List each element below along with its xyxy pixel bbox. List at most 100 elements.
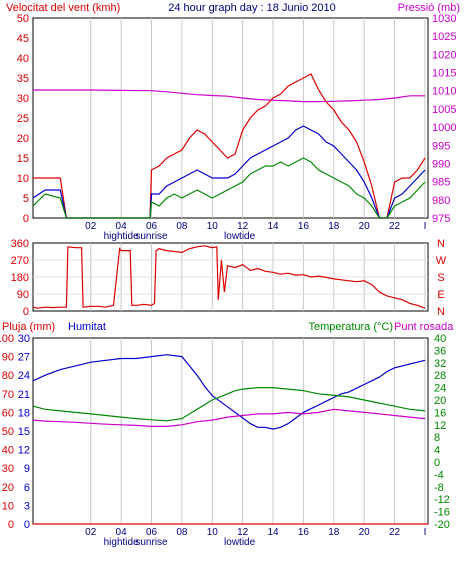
wind-speed-axis-label: Velocitat del vent (kmh) [6,2,120,14]
wind-tick-5: 25 [17,113,29,125]
wind-x-tick-7: 16 [298,221,310,232]
rain-tick-10: 100 [0,333,14,345]
humidity-tick-8: 24 [18,370,30,382]
temperature-chart-series-1 [32,354,426,430]
wind-tick-6: 30 [17,93,29,105]
temperature-tick-9: 16 [434,407,446,419]
rain-tick-6: 60 [2,407,14,419]
pressure-tick-5: 1000 [432,122,456,134]
wind-tick-2: 10 [17,173,29,185]
wind-x-tick-6: 14 [267,221,279,232]
temperature-x-tick-0: 02 [85,527,97,538]
direction-letter-2: S [437,272,444,284]
rain-tick-1: 10 [2,500,14,512]
temperature-x-tick-11: I [424,527,427,538]
direction-tick-0: 0 [23,306,29,318]
pressure-tick-1: 980 [432,195,450,207]
wind-x-tick-5: 12 [237,221,249,232]
temperature-x-tick-5: 12 [237,527,249,538]
temperature-tick-4: -4 [434,469,444,481]
temperature-x-tick-annotation-2: lowtide [224,537,256,548]
wind-x-tick-3: 08 [176,221,188,232]
temperature-chart-series-2 [32,387,426,422]
rain-tick-4: 40 [2,445,14,457]
humidity-tick-1: 3 [24,500,30,512]
temperature-tick-2: -12 [434,494,450,506]
temperature-x-tick-7: 16 [298,527,310,538]
temperature-x-tick-6: 14 [267,527,279,538]
rain-tick-7: 70 [2,389,14,401]
wind-tick-3: 15 [17,153,29,165]
wind-x-tick-10: 22 [389,221,401,232]
pressure-tick-4: 995 [432,140,450,152]
direction-tick-1: 90 [17,289,29,301]
temperature-tick-3: -8 [434,482,444,494]
temperature-axis-label: Temperatura (°C) [309,321,393,333]
temperature-tick-7: 8 [434,432,440,444]
wind-tick-4: 20 [17,133,29,145]
direction-chart-series-0 [32,245,426,309]
direction-letter-3: E [437,289,444,301]
temperature-x-tick-10: 22 [389,527,401,538]
wind-x-tick-9: 20 [359,221,371,232]
humidity-tick-2: 6 [24,482,30,494]
temperature-tick-1: -16 [434,507,450,519]
direction-tick-2: 180 [11,272,29,284]
pressure-tick-11: 1030 [432,13,456,25]
direction-tick-3: 270 [11,255,29,267]
humidity-tick-0: 0 [24,519,30,531]
pressure-tick-9: 1020 [432,49,456,61]
temperature-tick-15: 40 [434,333,446,345]
pressure-tick-2: 985 [432,177,450,189]
rain-tick-5: 50 [2,426,14,438]
temperature-x-tick-annotation-0: hightide [104,537,139,548]
pressure-axis-label: Pressió (mb) [398,2,460,14]
wind-chart-series-0 [33,89,425,103]
rain-tick-2: 20 [2,482,14,494]
direction-letter-1: W [436,255,447,267]
temperature-x-tick-annotation-1: sunrise [135,537,168,548]
pressure-tick-10: 1025 [432,31,456,43]
wind-x-tick-annotation-1: sunrise [135,231,168,242]
chart-title: 24 hour graph day : 18 Junio 2010 [168,2,336,14]
temperature-x-tick-3: 08 [176,527,188,538]
direction-tick-4: 360 [11,238,29,250]
wind-x-tick-annotation-0: hightide [104,231,139,242]
humidity-tick-3: 9 [24,463,30,475]
wind-tick-0: 0 [23,213,29,225]
humidity-tick-10: 30 [18,333,30,345]
wind-x-tick-8: 18 [328,221,340,232]
temperature-tick-0: -20 [434,519,450,531]
wind-tick-9: 45 [17,33,29,45]
wind-x-tick-11: I [424,221,427,232]
rain-tick-0: 0 [8,519,14,531]
dewpoint-axis-label: Punt rosada [394,321,454,333]
temperature-tick-10: 20 [434,395,446,407]
wind-chart-frame [32,17,429,219]
wind-tick-10: 50 [17,13,29,25]
humidity-tick-6: 18 [18,407,30,419]
humidity-tick-4: 12 [18,445,30,457]
pressure-tick-0: 975 [432,213,450,225]
pressure-tick-8: 1015 [432,68,456,80]
wind-x-tick-1: 04 [116,221,128,232]
rain-tick-8: 80 [2,370,14,382]
pressure-tick-7: 1010 [432,86,456,98]
rain-tick-3: 30 [2,463,14,475]
temperature-tick-6: 4 [434,445,440,457]
rain-axis-label: Pluja (mm) [2,321,55,333]
wind-tick-1: 5 [23,193,29,205]
temperature-x-tick-4: 10 [207,527,219,538]
temperature-tick-14: 36 [434,345,446,357]
pressure-tick-3: 990 [432,158,450,170]
humidity-tick-7: 21 [18,389,30,401]
temperature-tick-5: 0 [434,457,440,469]
temperature-tick-12: 28 [434,370,446,382]
temperature-chart-frame [32,337,429,525]
pressure-tick-6: 1005 [432,104,456,116]
temperature-tick-13: 32 [434,358,446,370]
wind-x-tick-annotation-2: lowtide [224,231,256,242]
wind-x-tick-2: 06 [146,221,158,232]
